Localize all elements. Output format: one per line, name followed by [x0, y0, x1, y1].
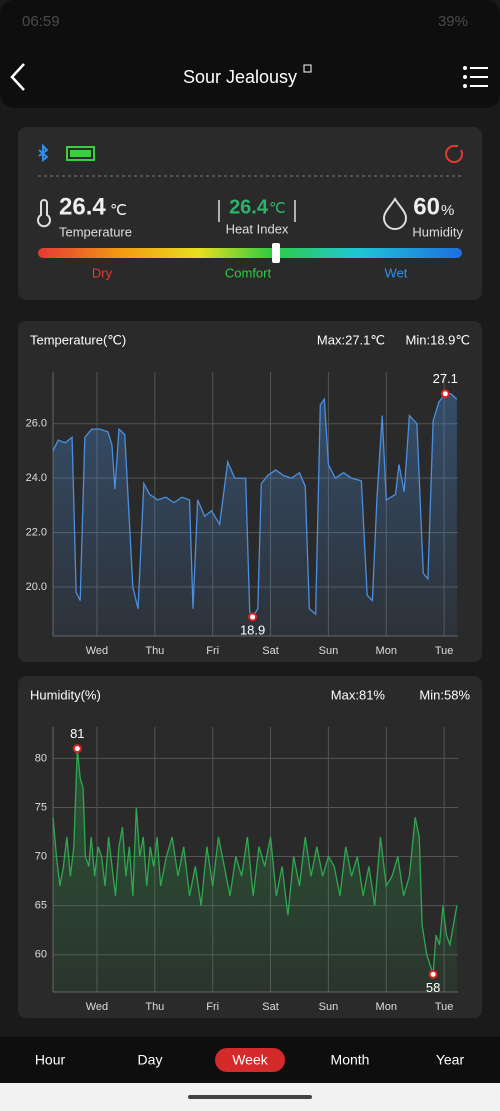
area: [53, 748, 457, 992]
menu-button[interactable]: [463, 66, 488, 88]
x-tick-label: Fri: [206, 1001, 219, 1013]
header-bar: [0, 0, 500, 108]
x-tick-label: Sat: [262, 645, 279, 657]
bluetooth-icon: [38, 143, 49, 162]
tab[interactable]: Hour: [35, 1052, 66, 1068]
max-label: Max:81%: [331, 687, 386, 702]
y-tick-label: 26.0: [26, 418, 47, 430]
y-tick-label: 20.0: [26, 581, 47, 593]
x-tick-label: Thu: [145, 1001, 164, 1013]
line: [52, 393, 458, 619]
x-tick-label: Wed: [86, 1001, 108, 1013]
humidity-label: Humidity: [412, 224, 463, 239]
scale-wet: Wet: [385, 265, 408, 280]
extreme-marker: [248, 612, 258, 622]
y-tick-label: 60: [35, 949, 47, 961]
thermometer-icon: [37, 199, 51, 228]
tab[interactable]: Day: [138, 1052, 163, 1068]
temperature-label: Temperature: [59, 224, 132, 239]
y-tick-label: 22.0: [26, 526, 47, 538]
extreme-label: 81: [70, 726, 84, 741]
status-battery: 39%: [438, 13, 468, 30]
home-indicator[interactable]: [188, 1095, 312, 1099]
y-tick-label: 75: [35, 801, 47, 813]
extreme-label: 27.1: [433, 371, 458, 386]
extreme-label: 18.9: [240, 622, 265, 637]
x-tick-label: Mon: [376, 645, 397, 657]
temperature-value: 26.4: [59, 193, 106, 220]
battery-level: [70, 150, 91, 157]
x-tick-label: Wed: [86, 645, 108, 657]
status-time: 06:59: [22, 13, 60, 30]
heat-index-label: Heat Index: [226, 221, 289, 236]
scale-dry: Dry: [92, 265, 113, 280]
battery-icon: [66, 146, 95, 161]
tab[interactable]: Month: [331, 1052, 370, 1068]
scale-comfort: Comfort: [225, 265, 272, 280]
refresh-button[interactable]: [445, 145, 464, 163]
area: [53, 393, 457, 636]
y-tick-label: 70: [35, 850, 47, 862]
x-tick-label: Thu: [145, 645, 164, 657]
extreme-marker: [72, 744, 82, 754]
x-tick-label: Tue: [435, 1001, 454, 1013]
temperature-unit: ℃: [110, 202, 127, 219]
heat-index-value: 26.4: [229, 196, 269, 218]
extreme-marker: [428, 969, 438, 979]
heat-index-unit: ℃: [269, 200, 286, 217]
comfort-bar: [38, 248, 462, 258]
x-tick-label: Mon: [376, 1001, 397, 1013]
x-tick-label: Sat: [262, 1001, 279, 1013]
x-tick-label: Sun: [319, 645, 339, 657]
back-button[interactable]: [10, 63, 25, 91]
droplet-icon: [382, 197, 408, 230]
y-tick-label: 65: [35, 900, 47, 912]
x-tick-label: Tue: [435, 645, 454, 657]
min-label: Min:58%: [419, 687, 470, 702]
tab[interactable]: Week: [232, 1052, 269, 1068]
y-tick-label: 24.0: [26, 472, 47, 484]
extreme-marker: [440, 389, 450, 399]
line: [52, 748, 458, 975]
chart-title: Temperature(℃): [30, 332, 126, 347]
tab[interactable]: Year: [436, 1052, 465, 1068]
min-label: Min:18.9℃: [406, 332, 470, 347]
max-label: Max:27.1℃: [317, 332, 385, 347]
y-tick-label: 80: [35, 752, 47, 764]
chart-title: Humidity(%): [30, 687, 101, 702]
comfort-knob: [272, 243, 280, 263]
humidity-value: 60: [413, 193, 440, 220]
x-tick-label: Fri: [206, 645, 219, 657]
x-tick-label: Sun: [319, 1001, 339, 1013]
edit-icon[interactable]: [303, 64, 312, 73]
device-title: Sour Jealousy: [183, 67, 297, 87]
humidity-unit: %: [441, 202, 454, 219]
extreme-label: 58: [426, 980, 440, 995]
active-tab-highlight: [215, 1048, 285, 1072]
